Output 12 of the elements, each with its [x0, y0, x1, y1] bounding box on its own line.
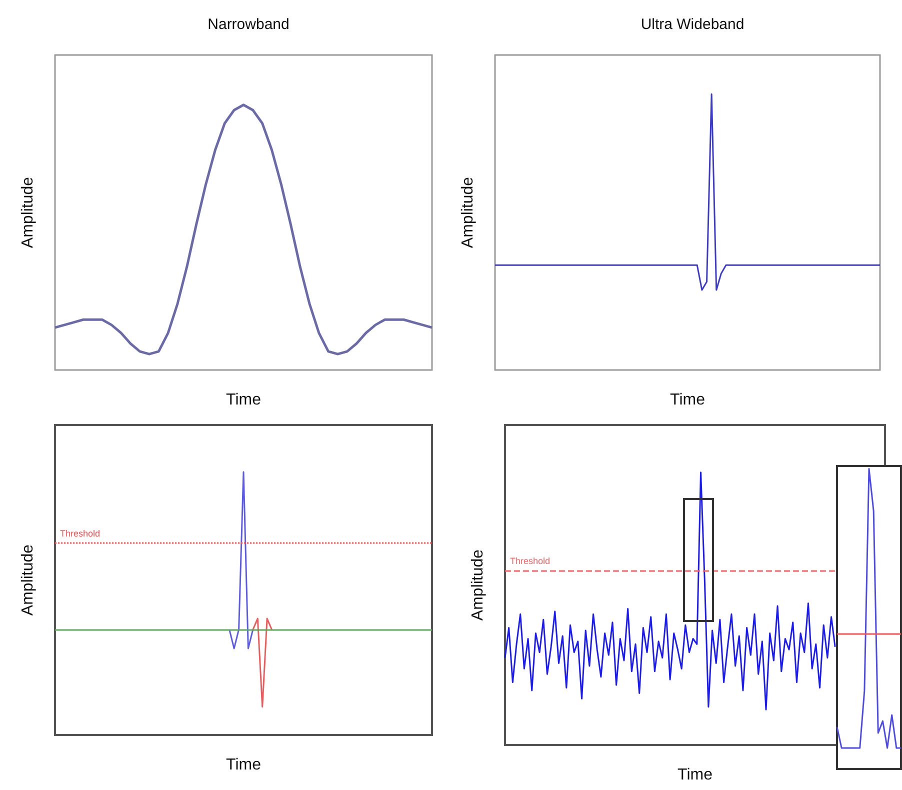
x-axis-title: Time	[226, 756, 262, 774]
chart-title: Narrowband	[208, 16, 290, 33]
x-axis-title: Time	[678, 766, 713, 784]
y-axis-title: Amplitude	[460, 176, 476, 248]
y-axis-title: Amplitude	[20, 176, 36, 248]
y-axis-title: Amplitude	[470, 549, 486, 621]
x-axis-title: Time	[670, 392, 706, 408]
x-axis-title: Time	[226, 392, 262, 408]
ref-line-label: Threshold	[60, 528, 100, 538]
chart-title: Ultra Wideband	[640, 16, 744, 33]
y-axis-title: Amplitude	[20, 544, 36, 616]
ref-line-label: Threshold	[510, 556, 550, 566]
